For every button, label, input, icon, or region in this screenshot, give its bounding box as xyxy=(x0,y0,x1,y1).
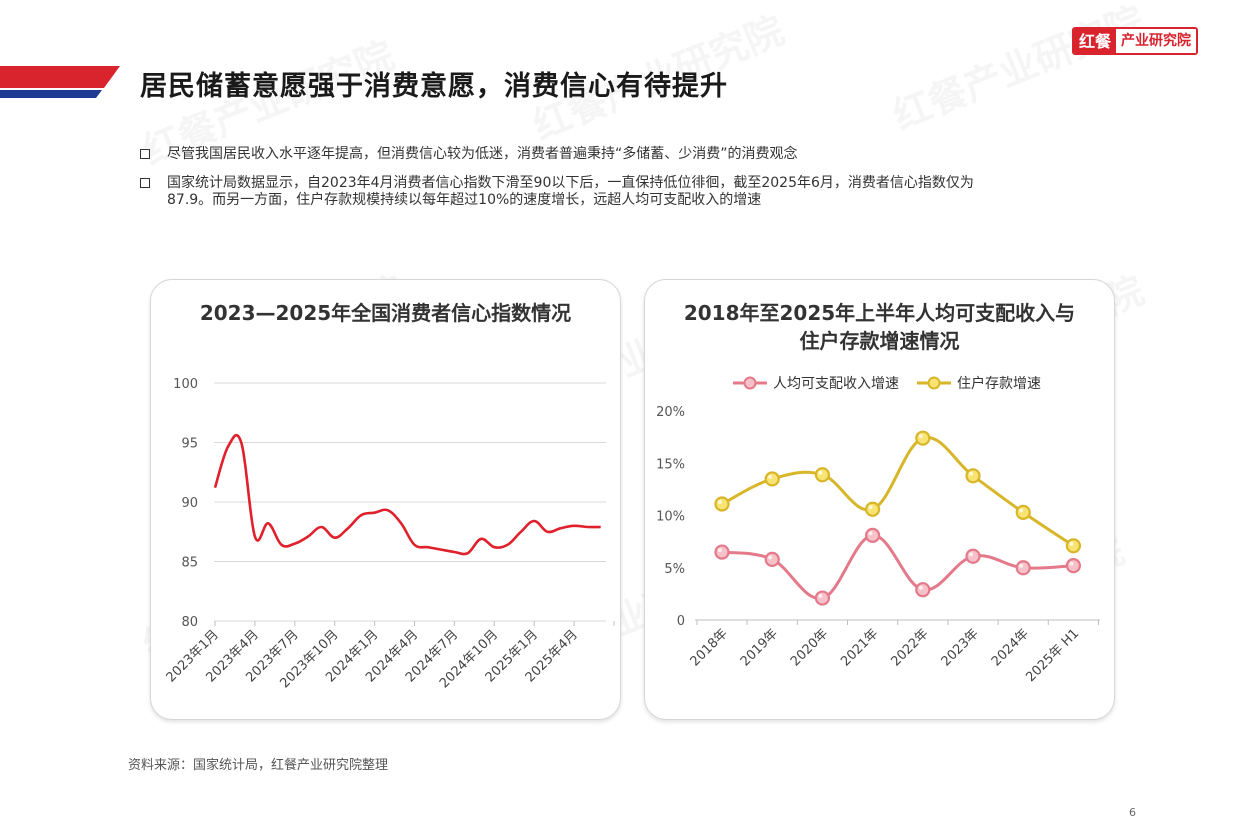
x-tick-label: 2025年 H1 xyxy=(1023,626,1082,685)
confidence-chart-card: 2023—2025年全国消费者信心指数情况 80 85 90 95 100 2023年1月… xyxy=(150,279,621,720)
point-highlight xyxy=(868,531,873,536)
bullet-text: 国家统计局数据显示，自2023年4月消费者信心指数下滑至90以下后，一直保持低位… xyxy=(167,175,974,191)
y-tick-label: 0 xyxy=(677,614,685,629)
x-tick-label: 2023年 xyxy=(939,626,982,669)
deposit-data-point xyxy=(714,496,730,512)
income-series-line xyxy=(721,533,1074,600)
income-data-point xyxy=(865,527,881,543)
deposit-data-point xyxy=(915,430,931,446)
legend-item-income: 人均可支配收入增速 xyxy=(733,376,899,392)
bullet-text-continued: 87.9。而另一方面，住户存款规模持续以每年超过10%的速度增长，远超人均可支配… xyxy=(167,192,762,208)
x-tick-label: 2018年 xyxy=(688,626,731,669)
income-data-point xyxy=(814,590,830,606)
point-highlight xyxy=(818,594,823,599)
growth-chart-card: 2018年至2025年上半年人均可支配收入与 住户存款增速情况 0 5% 10% 15… xyxy=(644,279,1115,720)
title-accent-bar xyxy=(0,66,120,98)
y-tick-label: 95 xyxy=(181,437,198,452)
confidence-series-line xyxy=(213,433,601,556)
x-tick-label: 2019年 xyxy=(738,626,781,669)
point-highlight xyxy=(868,505,873,510)
brand-logo: 红餐 产业研究院 xyxy=(1072,27,1199,55)
y-tick-label: 80 xyxy=(181,615,198,630)
x-tick-label: 2020年 xyxy=(788,626,831,669)
y-tick-label: 5% xyxy=(664,562,685,577)
bullet-item: 尽管我国居民收入水平逐年提高，但消费信心较为低迷，消费者普遍秉持“多储蓄、少消费… xyxy=(140,146,1120,163)
x-tick-label: 2021年 xyxy=(838,626,881,669)
point-highlight xyxy=(768,555,773,560)
point-highlight xyxy=(768,474,773,479)
point-highlight xyxy=(1019,508,1024,513)
legend-swatch-marker xyxy=(927,376,941,390)
logo-white-text: 产业研究院 xyxy=(1116,29,1197,53)
logo-red-text: 红餐 xyxy=(1074,29,1117,53)
point-highlight xyxy=(1069,541,1074,546)
income-data-point xyxy=(915,582,931,598)
y-tick-label: 15% xyxy=(656,457,685,472)
point-highlight xyxy=(1019,563,1024,568)
point-highlight xyxy=(918,585,923,590)
point-highlight xyxy=(918,434,923,439)
watermark-text: 红餐产业研究院 xyxy=(887,0,1150,138)
deposit-data-point xyxy=(1065,538,1081,554)
income-data-point xyxy=(965,548,981,564)
square-bullet-icon xyxy=(140,178,150,188)
legend-swatch-marker xyxy=(743,376,757,390)
source-note: 资料来源：国家统计局，红餐产业研究院整理 xyxy=(128,758,389,773)
income-data-point xyxy=(714,544,730,560)
page-number: 6 xyxy=(1129,806,1136,819)
bullet-text: 尽管我国居民收入水平逐年提高，但消费信心较为低迷，消费者普遍秉持“多储蓄、少消费… xyxy=(167,146,798,162)
confidence-index-chart: 808590951002023年1月2023年4月2023年7月2023年10月… xyxy=(164,377,615,691)
bullet-list: 尽管我国居民收入水平逐年提高，但消费信心较为低迷，消费者普遍秉持“多储蓄、少消费… xyxy=(140,146,1120,221)
income-data-point xyxy=(1015,560,1031,576)
legend-item-deposit: 住户存款增速 xyxy=(917,375,1041,392)
y-tick-label: 90 xyxy=(181,496,198,511)
point-highlight xyxy=(969,471,973,476)
y-tick-label: 10% xyxy=(656,510,685,525)
deposit-series-line xyxy=(721,435,1075,548)
income-data-point xyxy=(1065,558,1081,574)
deposit-data-point xyxy=(1015,504,1031,520)
y-tick-label: 85 xyxy=(181,556,198,571)
square-bullet-icon xyxy=(140,149,150,159)
growth-rate-chart: 05%10%15%20%2018年 2019年 2020年 2021年 2022年 202… xyxy=(656,375,1100,685)
deposit-data-point xyxy=(764,471,780,487)
x-tick-label: 2022年 xyxy=(888,626,931,669)
chart-title: 2023—2025年全国消费者信心指数情况 xyxy=(199,301,572,325)
point-highlight xyxy=(969,552,973,557)
deposit-data-point xyxy=(965,468,981,484)
chart-title-line-2: 住户存款增速情况 xyxy=(799,329,960,353)
point-highlight xyxy=(718,548,722,553)
deposit-data-point xyxy=(814,467,830,483)
point-highlight xyxy=(718,500,722,505)
legend-label: 住户存款增速 xyxy=(957,375,1041,392)
x-tick-label: 2024年 xyxy=(989,626,1032,669)
deposit-data-point xyxy=(865,501,881,517)
bullet-item: 国家统计局数据显示，自2023年4月消费者信心指数下滑至90以下后，一直保持低位… xyxy=(140,175,1120,209)
y-tick-label: 20% xyxy=(656,405,685,420)
income-data-point xyxy=(764,551,780,567)
point-highlight xyxy=(818,470,823,475)
legend-label: 人均可支配收入增速 xyxy=(773,376,899,392)
y-tick-label: 100 xyxy=(173,377,198,392)
page-title: 居民储蓄意愿强于消费意愿，消费信心有待提升 xyxy=(140,71,728,102)
chart-title-line-1: 2018年至2025年上半年人均可支配收入与 xyxy=(683,301,1076,325)
point-highlight xyxy=(1069,561,1074,566)
